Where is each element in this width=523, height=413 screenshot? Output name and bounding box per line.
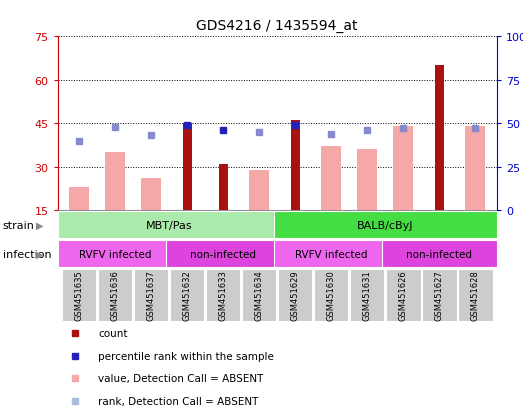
Bar bbox=[206, 270, 241, 321]
Text: GSM451633: GSM451633 bbox=[219, 270, 228, 320]
Bar bbox=[278, 270, 312, 321]
Text: rank, Detection Call = ABSENT: rank, Detection Call = ABSENT bbox=[98, 396, 259, 406]
Text: MBT/Pas: MBT/Pas bbox=[146, 220, 192, 230]
Bar bbox=[249, 170, 269, 211]
Bar bbox=[435, 66, 444, 211]
Bar bbox=[69, 188, 89, 211]
Bar bbox=[183, 124, 191, 211]
Text: percentile rank within the sample: percentile rank within the sample bbox=[98, 351, 274, 361]
Text: GSM451629: GSM451629 bbox=[291, 270, 300, 320]
Text: GSM451628: GSM451628 bbox=[471, 270, 480, 320]
Bar bbox=[357, 150, 377, 211]
Bar bbox=[291, 121, 300, 211]
Bar bbox=[382, 241, 497, 267]
Bar bbox=[274, 241, 389, 267]
Bar bbox=[170, 270, 204, 321]
Bar bbox=[166, 241, 281, 267]
Text: GSM451630: GSM451630 bbox=[327, 270, 336, 320]
Bar bbox=[141, 179, 161, 211]
Text: GSM451635: GSM451635 bbox=[75, 270, 84, 320]
Bar bbox=[58, 212, 281, 238]
Text: infection: infection bbox=[3, 249, 51, 259]
Text: GSM451626: GSM451626 bbox=[399, 270, 408, 320]
Bar bbox=[62, 270, 96, 321]
Text: non-infected: non-infected bbox=[406, 249, 472, 259]
Bar bbox=[393, 127, 413, 211]
Bar bbox=[386, 270, 420, 321]
Bar bbox=[321, 147, 341, 211]
Title: GDS4216 / 1435594_at: GDS4216 / 1435594_at bbox=[197, 19, 358, 33]
Text: GSM451631: GSM451631 bbox=[363, 270, 372, 320]
Text: count: count bbox=[98, 328, 128, 338]
Bar bbox=[105, 153, 125, 211]
Text: RVFV infected: RVFV infected bbox=[295, 249, 368, 259]
Bar bbox=[98, 270, 132, 321]
Text: ▶: ▶ bbox=[36, 249, 43, 259]
Bar bbox=[274, 212, 497, 238]
Bar bbox=[458, 270, 493, 321]
Text: strain: strain bbox=[3, 220, 35, 230]
Text: GSM451634: GSM451634 bbox=[255, 270, 264, 320]
Text: non-infected: non-infected bbox=[190, 249, 256, 259]
Bar bbox=[58, 241, 173, 267]
Text: BALB/cByJ: BALB/cByJ bbox=[357, 220, 414, 230]
Bar bbox=[134, 270, 168, 321]
Bar bbox=[314, 270, 348, 321]
Text: RVFV infected: RVFV infected bbox=[79, 249, 151, 259]
Bar bbox=[350, 270, 384, 321]
Bar bbox=[242, 270, 277, 321]
Text: GSM451632: GSM451632 bbox=[183, 270, 191, 320]
Bar bbox=[422, 270, 457, 321]
Text: GSM451627: GSM451627 bbox=[435, 270, 444, 320]
Text: value, Detection Call = ABSENT: value, Detection Call = ABSENT bbox=[98, 373, 264, 383]
Text: GSM451637: GSM451637 bbox=[146, 270, 156, 320]
Text: GSM451636: GSM451636 bbox=[111, 270, 120, 320]
Bar bbox=[435, 127, 444, 211]
Bar bbox=[219, 164, 228, 211]
Bar bbox=[465, 127, 485, 211]
Text: ▶: ▶ bbox=[36, 220, 43, 230]
